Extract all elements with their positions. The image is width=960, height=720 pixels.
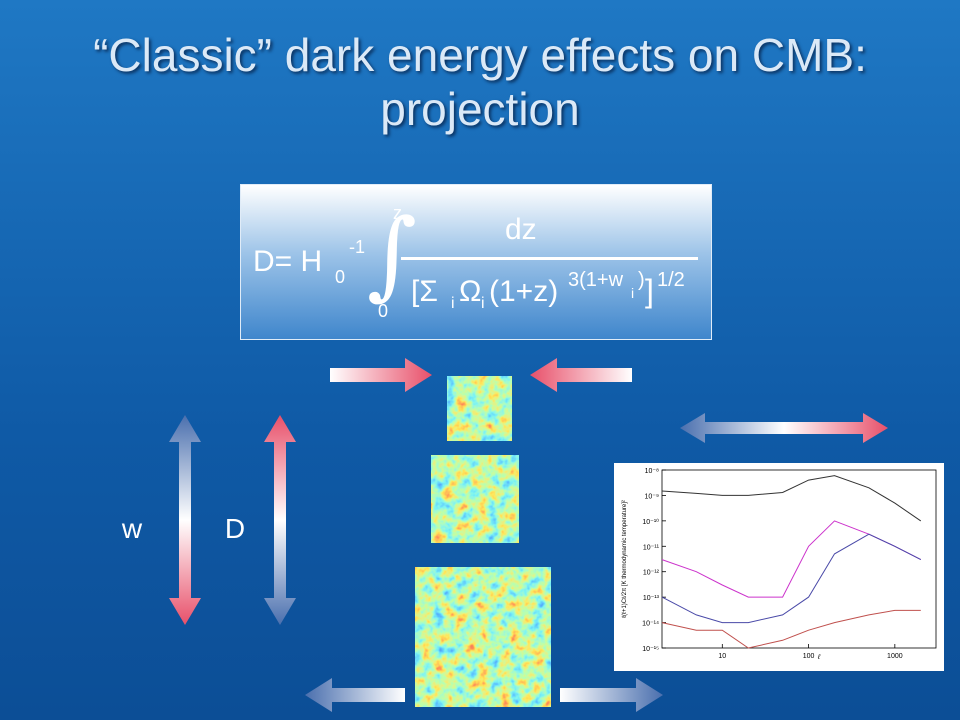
formula-text: Ω bbox=[459, 275, 482, 308]
label: w bbox=[121, 513, 143, 544]
y-tick-label: 10⁻¹³ bbox=[643, 595, 660, 602]
series-line bbox=[661, 475, 922, 522]
formula-text: i bbox=[481, 295, 485, 312]
formula-text: dz bbox=[505, 213, 537, 246]
formula-box: D= H 0 -1 ∫ z 0 dz [Σ i Ω i (1+z) 3(1+w … bbox=[240, 184, 712, 340]
arrow bbox=[330, 358, 432, 392]
formula-text: D= H bbox=[253, 245, 323, 278]
plot-frame bbox=[661, 469, 937, 649]
slide-title: “Classic” dark energy effects on CMB: pr… bbox=[0, 28, 960, 136]
formula-text: i bbox=[631, 285, 635, 301]
cmb-map bbox=[431, 455, 519, 543]
formula-text: 0 bbox=[378, 301, 389, 321]
arrow bbox=[530, 358, 632, 392]
y-tick-label: 10⁻¹⁴ bbox=[642, 621, 659, 628]
y-tick-label: 10⁻⁸ bbox=[645, 468, 659, 475]
x-axis-label: ℓ bbox=[817, 654, 821, 661]
formula-text: ] bbox=[645, 273, 654, 309]
formula-text: (1+z) bbox=[489, 275, 559, 308]
x-tick-label: 100 bbox=[803, 653, 815, 660]
cmb-map bbox=[415, 567, 551, 707]
y-axis-label: ℓ(ℓ+1)Cℓ/2π [K thermodynamic temperature… bbox=[621, 500, 628, 618]
y-tick-label: 10⁻⁹ bbox=[645, 493, 659, 500]
formula-text: ∫ bbox=[367, 198, 418, 310]
formula-text: -1 bbox=[349, 237, 366, 257]
formula-text: z bbox=[393, 203, 402, 223]
cmb-map bbox=[447, 376, 512, 441]
double-arrow bbox=[264, 415, 296, 625]
inset-background bbox=[614, 463, 944, 671]
formula-text: i bbox=[451, 295, 455, 312]
formula-text: 3(1+w bbox=[568, 269, 624, 291]
y-tick-label: 10⁻¹⁵ bbox=[642, 646, 659, 653]
title-text: “Classic” dark energy effects on CMB: pr… bbox=[93, 29, 867, 135]
arrow bbox=[305, 678, 405, 712]
fraction-line bbox=[401, 257, 698, 260]
double-arrow bbox=[169, 415, 201, 625]
formula-text: [Σ bbox=[411, 275, 438, 308]
x-tick-label: 10 bbox=[718, 653, 726, 660]
y-tick-label: 10⁻¹¹ bbox=[643, 544, 660, 551]
label: D bbox=[225, 513, 245, 544]
double-arrow bbox=[680, 413, 888, 443]
y-tick-label: 10⁻¹² bbox=[643, 570, 660, 577]
formula-text: 1/2 bbox=[657, 269, 685, 291]
arrow bbox=[560, 678, 663, 712]
series-line bbox=[661, 533, 922, 624]
formula-text: ) bbox=[638, 269, 645, 291]
series-line bbox=[661, 609, 921, 649]
inset-chart: 10⁻⁸ 10⁻⁹ 10⁻¹⁰ 10⁻¹¹ 10⁻¹² 10⁻¹³ 10⁻¹⁴ 10⁻¹⁵ 10… bbox=[621, 468, 937, 661]
formula-text: 0 bbox=[335, 267, 346, 287]
x-tick-label: 1000 bbox=[887, 653, 903, 660]
y-tick-label: 10⁻¹⁰ bbox=[642, 518, 659, 526]
